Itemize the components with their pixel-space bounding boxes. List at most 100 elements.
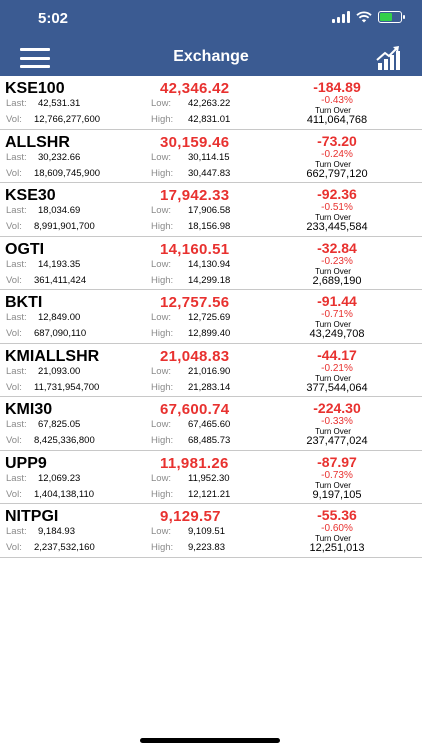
turnover-label: Turn Over [315, 266, 351, 276]
page-title: Exchange [173, 48, 249, 65]
low-label: Low: [151, 258, 172, 270]
index-name: NITPGI [5, 508, 59, 525]
high-value: 14,299.18 [188, 274, 231, 286]
turnover-value: 237,477,024 [306, 435, 368, 447]
vol-value: 18,609,745,900 [34, 167, 101, 179]
index-name: KMI30 [5, 401, 53, 418]
last-value: 14,193.35 [38, 258, 81, 270]
low-label: Low: [151, 419, 172, 430]
index-name: BKTI [5, 294, 43, 311]
battery-icon [378, 11, 405, 23]
chart-growth-icon[interactable] [374, 44, 402, 72]
change-value: -92.36 [317, 186, 357, 202]
low-label: Low: [151, 151, 172, 163]
index-row-upp9[interactable]: UPP9 Last: 12,069.23 Vol: 1,404,138,110 11,98… [0, 451, 422, 504]
change-percent: -0.51% [321, 202, 353, 213]
vol-value: 1,404,138,110 [34, 488, 95, 500]
last-value: 9,184.93 [38, 526, 75, 537]
low-value: 42,263.22 [188, 98, 231, 109]
high-value: 42,831.01 [188, 114, 231, 125]
high-value: 12,899.40 [188, 328, 231, 339]
last-label: Last: [6, 205, 27, 216]
index-row-kse100[interactable]: KSE100 Last: 42,531.31 Vol: 12,766,277,600 42… [0, 76, 422, 130]
index-row-ogti[interactable]: OGTI Last: 14,193.35 Vol: 361,411,424 14,160.… [0, 237, 422, 290]
last-label: Last: [6, 312, 27, 323]
change-percent: -0.60% [321, 523, 353, 534]
last-value: 12,069.23 [38, 472, 81, 484]
low-label: Low: [151, 365, 172, 377]
turnover-value: 12,251,013 [309, 542, 365, 554]
vol-label: Vol: [6, 435, 22, 446]
index-name: KSE30 [5, 187, 56, 204]
index-row-kmi30[interactable]: KMI30 Last: 67,825.05 Vol: 8,425,336,800 67,6… [0, 397, 422, 451]
turnover-label: Turn Over [315, 480, 351, 490]
high-label: High: [151, 167, 174, 179]
index-row-bkti[interactable]: BKTI Last: 12,849.00 Vol: 687,090,110 12,757.… [0, 290, 422, 344]
home-indicator [140, 738, 280, 743]
turnover-label: Turn Over [315, 159, 351, 169]
status-icons [332, 11, 405, 23]
index-name: KSE100 [5, 80, 65, 97]
index-name: KMIALLSHR [5, 347, 100, 365]
high-value: 12,121.21 [188, 488, 231, 500]
high-value: 21,283.14 [188, 381, 231, 393]
high-label: High: [151, 328, 174, 339]
high-value: 18,156.98 [188, 221, 231, 232]
current-price: 14,160.51 [160, 240, 230, 258]
last-label: Last: [6, 98, 27, 109]
turnover-label: Turn Over [315, 213, 351, 222]
index-row-nitpgi[interactable]: NITPGI Last: 9,184.93 Vol: 2,237,532,160 9,12… [0, 504, 422, 558]
current-price: 11,981.26 [160, 454, 229, 472]
change-value: -91.44 [317, 293, 357, 309]
turnover-label: Turn Over [315, 534, 351, 543]
high-label: High: [151, 542, 174, 553]
last-value: 18,034.69 [38, 205, 81, 216]
turnover-value: 2,689,190 [312, 274, 362, 287]
vol-value: 687,090,110 [34, 328, 87, 339]
current-price: 9,129.57 [160, 508, 221, 525]
change-percent: -0.73% [321, 469, 353, 481]
vol-label: Vol: [6, 542, 22, 553]
high-label: High: [151, 435, 174, 446]
current-price: 67,600.74 [160, 401, 230, 418]
high-label: High: [151, 114, 174, 125]
status-time: 5:02 [38, 10, 69, 27]
low-value: 11,952.30 [188, 472, 230, 484]
vol-value: 2,237,532,160 [34, 542, 95, 553]
turnover-value: 411,064,768 [306, 114, 368, 126]
index-row-kmiallshr[interactable]: KMIALLSHR Last: 21,093.00 Vol: 11,731,954,70… [0, 344, 422, 397]
index-name: UPP9 [5, 454, 47, 472]
turnover-value: 9,197,105 [312, 488, 362, 501]
last-label: Last: [6, 526, 27, 537]
index-row-allshr[interactable]: ALLSHR Last: 30,232.66 Vol: 18,609,745,900 30… [0, 130, 422, 183]
last-label: Last: [6, 419, 27, 430]
current-price: 17,942.33 [160, 187, 230, 204]
high-label: High: [151, 488, 174, 500]
low-value: 12,725.69 [188, 312, 231, 323]
current-price: 12,757.56 [160, 294, 230, 311]
low-value: 30,114.15 [188, 151, 230, 163]
change-value: -184.89 [313, 79, 361, 95]
turnover-label: Turn Over [315, 106, 351, 115]
hamburger-menu-icon[interactable] [20, 45, 50, 71]
turnover-label: Turn Over [315, 373, 351, 383]
turnover-value: 662,797,120 [306, 167, 368, 180]
turnover-value: 43,249,708 [309, 328, 365, 340]
high-label: High: [151, 274, 174, 286]
last-label: Last: [6, 258, 27, 270]
low-label: Low: [151, 472, 172, 484]
low-value: 9,109.51 [188, 526, 225, 537]
high-value: 9,223.83 [188, 542, 225, 553]
turnover-value: 233,445,584 [306, 221, 368, 233]
low-label: Low: [151, 205, 172, 216]
index-name: OGTI [5, 240, 45, 258]
high-label: High: [151, 381, 174, 393]
change-value: -32.84 [317, 239, 357, 256]
vol-label: Vol: [6, 274, 22, 286]
change-value: -224.30 [313, 400, 361, 416]
change-value: -73.20 [317, 132, 357, 149]
index-row-kse30[interactable]: KSE30 Last: 18,034.69 Vol: 8,991,901,700 17,9… [0, 183, 422, 237]
last-value: 21,093.00 [38, 365, 81, 377]
vol-value: 12,766,277,600 [34, 114, 101, 125]
vol-label: Vol: [6, 167, 22, 179]
